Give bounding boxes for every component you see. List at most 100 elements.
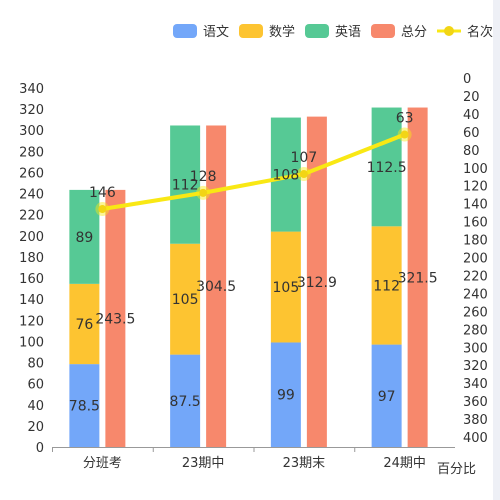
legend-swatch — [173, 24, 197, 38]
bar-total — [105, 189, 126, 448]
y2-tick-label: 240 — [463, 287, 488, 302]
x-category-label: 23期末 — [283, 456, 326, 471]
rank-point — [199, 188, 208, 197]
bar-segment — [270, 231, 301, 343]
legend-swatch — [371, 24, 395, 38]
y2-tick-label: 140 — [463, 198, 488, 213]
y2-tick-label: 60 — [463, 126, 480, 141]
y2-tick-label: 360 — [463, 395, 488, 410]
legend-swatch — [305, 24, 329, 38]
y-tick-label: 0 — [36, 441, 44, 456]
bar-total — [206, 125, 227, 447]
bar-segment — [371, 107, 402, 227]
y2-tick-label: 200 — [463, 252, 488, 267]
bar-segment — [69, 364, 100, 447]
bar-segment — [270, 342, 301, 447]
rank-label: 107 — [291, 150, 318, 166]
data-label: 78.5 — [69, 399, 100, 415]
data-label: 112.5 — [367, 160, 407, 176]
y-tick-label: 60 — [27, 378, 44, 393]
data-label: 97 — [378, 389, 396, 405]
data-label: 304.5 — [196, 279, 236, 295]
legend-item[interactable]: 名次 — [437, 24, 493, 40]
legend-item[interactable]: 语文 — [173, 24, 229, 40]
rank-line-layer — [95, 127, 412, 217]
y2-tick-label: 20 — [463, 90, 480, 105]
y-tick-label: 220 — [19, 209, 44, 224]
y-tick-label: 120 — [19, 314, 44, 329]
rank-label: 63 — [396, 111, 414, 127]
bar-segment — [69, 283, 100, 365]
rank-line — [102, 132, 406, 212]
y2-tick-label: 400 — [463, 431, 488, 446]
data-label: 243.5 — [95, 311, 135, 327]
legend-item[interactable]: 总分 — [371, 24, 427, 40]
y2-tick-label: 180 — [463, 234, 488, 249]
bar-segment — [371, 226, 402, 345]
y-tick-label: 180 — [19, 251, 44, 266]
bar-segment — [170, 125, 201, 244]
y2-tick-label: 320 — [463, 359, 488, 374]
rank-label: 128 — [190, 169, 217, 185]
x-category-label: 分班考 — [83, 456, 122, 471]
data-label: 321.5 — [398, 270, 438, 286]
rank-label: 146 — [89, 185, 116, 201]
bar-segment — [69, 189, 100, 284]
axes-layer: 0204060801001201401601802002202402602803… — [19, 72, 488, 471]
data-label: 312.9 — [297, 275, 337, 291]
legend-swatch — [239, 24, 263, 38]
data-label: 87.5 — [170, 394, 201, 410]
data-label: 99 — [277, 388, 295, 404]
bar-segment — [170, 354, 201, 447]
y2-tick-label: 280 — [463, 323, 488, 338]
x-category-label: 24期中 — [383, 456, 426, 471]
y-tick-label: 40 — [27, 399, 44, 414]
data-label: 112 — [172, 178, 199, 194]
y2-tick-label: 100 — [463, 162, 488, 177]
y2-tick-label: 120 — [463, 180, 488, 195]
legend-point-swatch — [444, 26, 454, 36]
y-tick-label: 280 — [19, 145, 44, 160]
legend-label: 名次 — [467, 24, 493, 40]
bars-layer — [69, 107, 428, 448]
y2-tick-label: 40 — [463, 108, 480, 123]
y2-tick-label: 380 — [463, 413, 488, 428]
legend-label: 语文 — [203, 25, 229, 40]
y2-tick-label: 220 — [463, 269, 488, 284]
rank-point — [299, 170, 308, 179]
data-label: 76 — [75, 317, 93, 333]
bar-total — [306, 116, 327, 447]
y-tick-label: 160 — [19, 272, 44, 287]
data-label: 105 — [273, 280, 300, 296]
data-labels-layer: 78.5 76 89 243.5 87.5 105 112 304.5 99 105 108 312.… — [69, 111, 438, 415]
bar-segment — [371, 344, 402, 447]
y2-tick-label: 0 — [463, 72, 471, 87]
y-tick-label: 20 — [27, 420, 44, 435]
legend-label: 总分 — [401, 25, 427, 40]
legend-label: 数学 — [269, 24, 295, 40]
data-label: 108 — [273, 168, 300, 184]
y-tick-label: 80 — [27, 357, 44, 372]
legend: 语文 数学 英语 总分 名次 — [173, 24, 493, 40]
y2-tick-label: 300 — [463, 341, 488, 356]
y-tick-label: 140 — [19, 293, 44, 308]
y-tick-label: 340 — [19, 82, 44, 97]
rank-point — [400, 130, 409, 139]
y-tick-label: 260 — [19, 166, 44, 181]
legend-item[interactable]: 英语 — [305, 24, 361, 40]
y2-axis-label: 百分比 — [437, 462, 476, 477]
rank-point — [98, 205, 107, 214]
y2-tick-label: 260 — [463, 305, 488, 320]
y2-tick-label: 340 — [463, 377, 488, 392]
bar-segment — [170, 243, 201, 355]
legend-item[interactable]: 数学 — [239, 24, 295, 40]
y2-tick-label: 80 — [463, 144, 480, 159]
y2-tick-label: 160 — [463, 216, 488, 231]
legend-label: 英语 — [335, 25, 361, 40]
data-label: 89 — [75, 230, 93, 246]
data-label: 105 — [172, 292, 199, 308]
y-tick-label: 320 — [19, 103, 44, 118]
y-tick-label: 200 — [19, 230, 44, 245]
bar-total — [407, 107, 428, 448]
